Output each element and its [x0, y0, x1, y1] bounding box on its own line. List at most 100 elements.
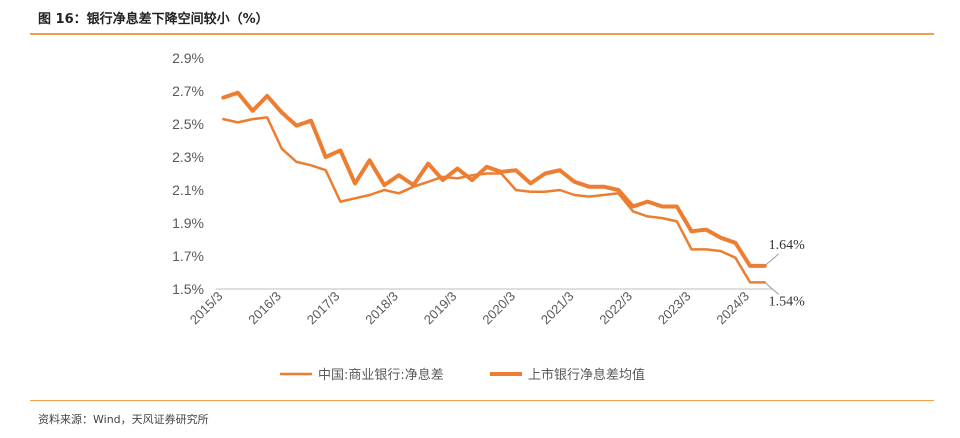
annotations: 1.64% 1.54% — [764, 238, 806, 309]
series-1-point — [353, 196, 357, 200]
series-2-point — [295, 124, 299, 128]
x-tick-label: 2016/3 — [245, 289, 284, 328]
x-tick-label: 2021/3 — [538, 289, 577, 328]
annotation-leader — [764, 282, 780, 295]
series-2-point — [324, 155, 328, 159]
series-line-2 — [221, 90, 767, 268]
series-1-point — [704, 247, 708, 251]
x-tick-label: 2019/3 — [421, 289, 460, 328]
series-2-point — [265, 94, 269, 98]
series-1-point — [631, 209, 635, 213]
series-2-point — [353, 181, 357, 185]
series-2-point — [338, 148, 342, 152]
x-axis: 2015/3 2016/3 2017/3 2018/3 2019/3 2020/3 2021… — [187, 288, 772, 328]
legend-label-2: 上市银行净息差均值 — [528, 367, 645, 383]
series-1-point — [485, 172, 489, 176]
series-1-point — [221, 117, 225, 121]
series-1-point — [558, 188, 562, 192]
series-1-point — [529, 190, 533, 194]
top-divider — [30, 33, 934, 35]
y-tick-label: 1.5% — [172, 281, 204, 297]
bottom-divider — [30, 400, 934, 401]
x-tick-label: 2018/3 — [362, 289, 401, 328]
series-2-point — [426, 162, 430, 166]
y-tick-label: 2.7% — [172, 83, 204, 99]
annotation-leader — [764, 253, 780, 267]
series-2-point — [221, 96, 225, 100]
series-group — [221, 90, 767, 284]
series-1-point — [265, 115, 269, 119]
series-2-point — [309, 119, 313, 123]
y-tick-label: 2.9% — [172, 50, 204, 66]
series-1-point — [455, 176, 459, 180]
series-2-point — [543, 172, 547, 176]
series-2-point — [646, 200, 650, 204]
series-1-point — [573, 193, 577, 197]
series-2-point — [499, 170, 503, 174]
series-1-point — [646, 214, 650, 218]
series-1-point — [587, 195, 591, 199]
series-1-point — [733, 256, 737, 260]
series-1-point — [251, 117, 255, 121]
series-1-point — [426, 180, 430, 184]
figure-title: 图 16：银行净息差下降空间较小（%） — [38, 12, 269, 27]
series-1-point — [748, 280, 752, 284]
series-1-point — [602, 193, 606, 197]
legend: 中国:商业银行:净息差 上市银行净息差均值 — [280, 367, 645, 383]
series-2-point — [704, 228, 708, 232]
series-1-point — [295, 160, 299, 164]
x-tick-label: 2023/3 — [655, 289, 694, 328]
series-2-point — [558, 168, 562, 172]
series-2-point — [280, 111, 284, 115]
series-1-point — [236, 120, 240, 124]
series-1-point — [368, 193, 372, 197]
series-1-point — [397, 191, 401, 195]
legend-label-1: 中国:商业银行:净息差 — [318, 367, 444, 383]
series-1-point — [690, 247, 694, 251]
y-axis: 1.5% 1.7% 1.9% 2.1% 2.3% 2.5% 2.7% 2.9% — [172, 50, 204, 297]
series-1-point — [280, 147, 284, 151]
series-2-point — [236, 91, 240, 95]
series-2-point — [412, 183, 416, 187]
series-2-point — [573, 180, 577, 184]
series-line-1 — [222, 116, 766, 284]
source-note: 资料来源：Wind，天风证券研究所 — [38, 413, 209, 426]
series-2-point — [470, 178, 474, 182]
line-chart: 1.5%1.7%1.9%2.1%2.3%2.5%2.7%2.9% 2015/3 2… — [172, 50, 806, 383]
series-2-point — [690, 229, 694, 233]
series-2-point — [397, 173, 401, 177]
series-2-point — [631, 205, 635, 209]
series-2-point — [368, 158, 372, 162]
series-2-point — [251, 109, 255, 113]
series-2-point — [733, 241, 737, 245]
series-2-point — [455, 167, 459, 171]
series-2-point — [485, 165, 489, 169]
series-1-point — [675, 219, 679, 223]
y-tick-label: 2.5% — [172, 116, 204, 132]
series-2-point — [514, 168, 518, 172]
annotation-label: 1.54% — [769, 294, 806, 309]
series-2-point — [529, 181, 533, 185]
y-tick-label: 1.9% — [172, 215, 204, 231]
series-2-point — [587, 185, 591, 189]
series-2-point — [675, 205, 679, 209]
y-tick-label: 2.3% — [172, 149, 204, 165]
series-1-point — [543, 190, 547, 194]
x-tick-label: 2022/3 — [596, 289, 635, 328]
x-tick-label: 2024/3 — [713, 289, 752, 328]
series-1-point — [338, 200, 342, 204]
series-1-point — [660, 216, 664, 220]
series-1-point — [309, 163, 313, 167]
series-2-point — [382, 183, 386, 187]
series-2-point — [719, 236, 723, 240]
series-2-point — [616, 188, 620, 192]
y-tick-label: 2.1% — [172, 182, 204, 198]
series-2-point — [602, 185, 606, 189]
x-tick-label: 2017/3 — [304, 289, 343, 328]
y-tick-label: 1.7% — [172, 248, 204, 264]
series-1-point — [719, 249, 723, 253]
x-tick-label: 2020/3 — [479, 289, 518, 328]
series-2-point — [660, 205, 664, 209]
series-2-point — [441, 178, 445, 182]
series-1-point — [514, 188, 518, 192]
